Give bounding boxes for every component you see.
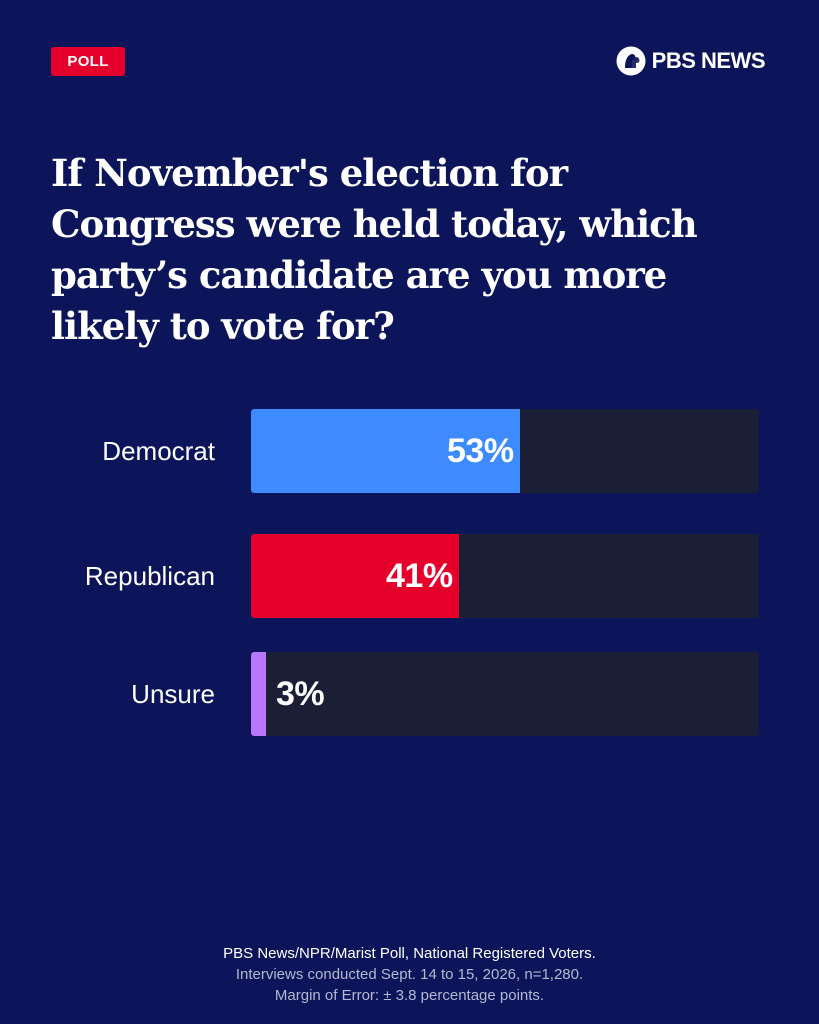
pbs-head-logo-icon (616, 46, 646, 76)
bar-track: 41% (251, 534, 759, 618)
poll-badge: POLL (51, 47, 125, 76)
bar (251, 652, 266, 736)
value-label: 41% (386, 556, 453, 595)
bar-track: 3% (251, 652, 759, 736)
margin-of-error-note: Margin of Error: ± 3.8 percentage points… (274, 987, 545, 1004)
bar (251, 534, 459, 618)
pbs-news-logo: PBS NEWS (616, 46, 766, 76)
chart-title: If November's election for Congress were… (51, 151, 698, 348)
source-note: PBS News/NPR/Marist Poll, National Regis… (223, 945, 596, 962)
bar-track: 53% (251, 409, 759, 493)
category-label: Republican (84, 560, 215, 591)
category-label: Democrat (102, 435, 215, 466)
bar (251, 409, 520, 493)
footer: PBS News/NPR/Marist Poll, National Regis… (0, 943, 819, 1006)
interviews-note: Interviews conducted Sept. 14 to 15, 202… (235, 966, 584, 983)
category-label: Unsure (131, 678, 215, 709)
brand-name: PBS NEWS (651, 48, 766, 73)
value-label: 53% (447, 431, 514, 470)
value-label: 3% (276, 674, 325, 713)
